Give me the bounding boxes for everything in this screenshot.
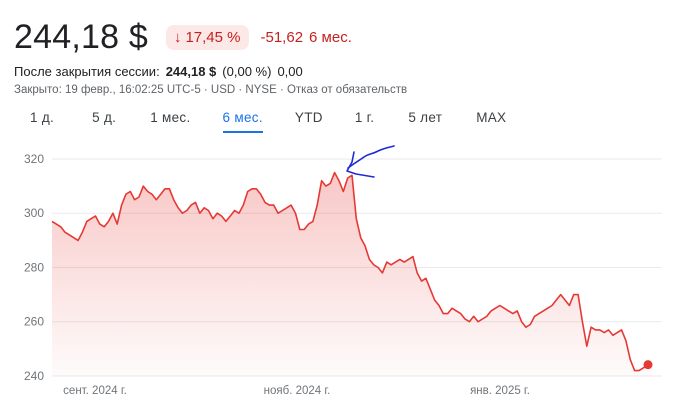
tab-5d[interactable]: 5 д.	[92, 110, 117, 125]
y-tick-label: 240	[24, 369, 44, 383]
market-status-meta: Закрыто: 19 февр., 16:02:25 UTC-5 · USD …	[14, 84, 408, 96]
y-tick-label: 280	[24, 260, 44, 274]
after-hours-percent: (0,00 %)	[222, 64, 272, 79]
change-period: 6 мес.	[309, 29, 352, 46]
annotation-arrow-shaft	[347, 145, 395, 169]
after-hours-price: 244,18 $	[165, 64, 217, 79]
tab-ytd[interactable]: YTD	[294, 110, 323, 125]
x-tick-label: сент. 2024 г.	[63, 385, 127, 397]
change-percent: 17,45 %	[185, 29, 241, 46]
last-price-dot	[643, 360, 653, 370]
y-tick-label: 320	[24, 152, 44, 166]
tab-1y[interactable]: 1 г.	[354, 110, 375, 125]
y-tick-label: 300	[24, 206, 44, 220]
after-hours-row: После закрытия сессии: 244,18 $ (0,00 %)…	[14, 64, 303, 79]
price-chart[interactable]: 320 300 280 260 240 сент. 2024 г. нояб. 2024 г…	[0, 140, 680, 416]
y-tick-label: 260	[24, 315, 44, 329]
arrow-down-icon: ↓	[173, 29, 182, 46]
quote-header: 244,18 $ ↓ 17,45 % -51,62 6 мес.	[14, 18, 352, 57]
after-hours-label: После закрытия сессии:	[14, 64, 160, 79]
x-tick-label: янв. 2025 г.	[470, 385, 530, 397]
tab-1d[interactable]: 1 д.	[30, 110, 55, 125]
annotation-arrow-head	[346, 151, 375, 178]
price-line	[51, 171, 652, 372]
range-tabs: 1 д. 5 д. 1 мес. 6 мес. YTD 1 г. 5 лет M…	[14, 110, 506, 133]
after-hours-absolute: 0,00	[277, 64, 303, 79]
tab-1m[interactable]: 1 мес.	[150, 110, 191, 125]
change-absolute: -51,62	[260, 29, 304, 46]
x-tick-label: нояб. 2024 г.	[264, 385, 331, 397]
tab-max[interactable]: MAX	[476, 110, 507, 125]
change-percent-badge: ↓ 17,45 %	[165, 25, 249, 50]
tab-5y[interactable]: 5 лет	[408, 110, 443, 125]
tab-6m[interactable]: 6 мес.	[222, 110, 263, 133]
current-price: 244,18 $	[14, 18, 148, 56]
price-area-fill	[52, 172, 652, 376]
